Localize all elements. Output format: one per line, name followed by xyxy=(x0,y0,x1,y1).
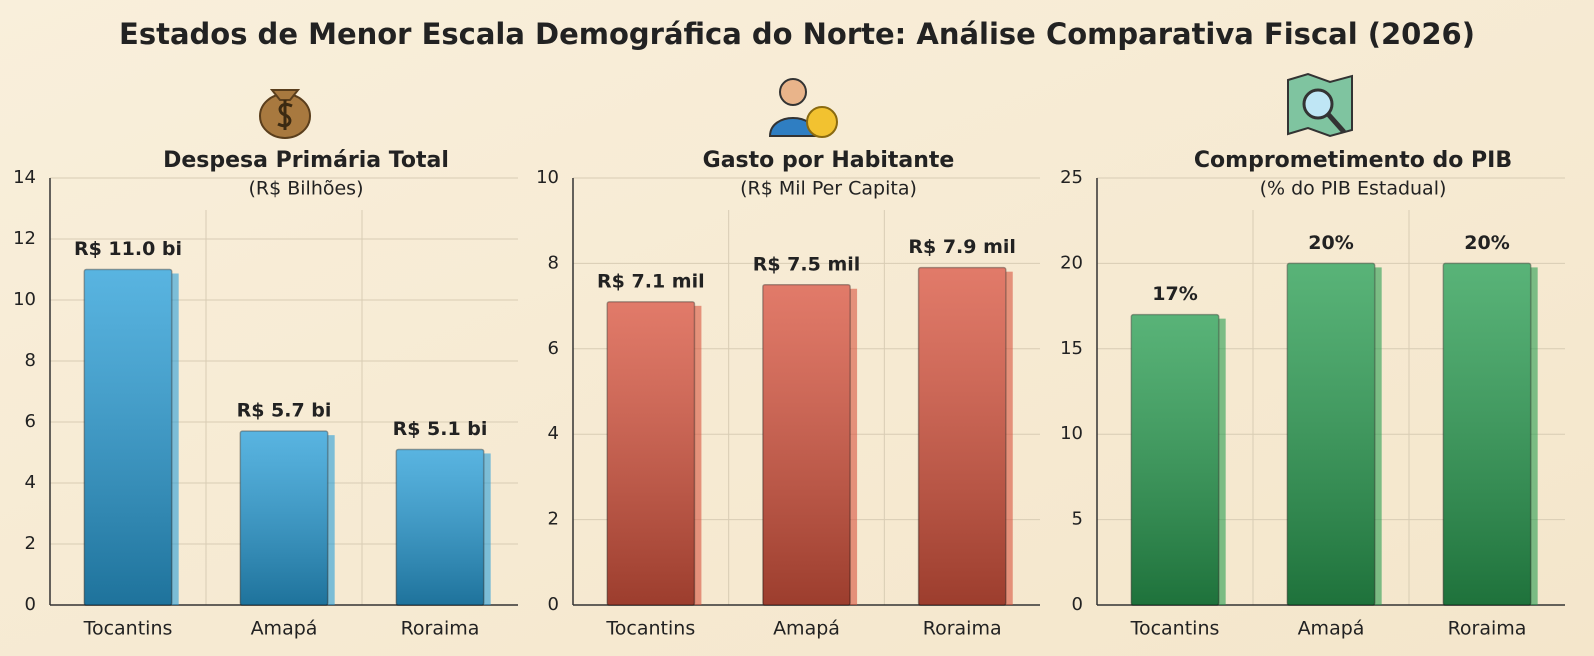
y-tick-label: 2 xyxy=(25,533,36,554)
y-tick-label: 12 xyxy=(13,228,36,249)
y-tick-label: 8 xyxy=(25,350,36,371)
bar-side xyxy=(1530,267,1538,605)
map-icon xyxy=(1287,72,1353,138)
y-tick-label: 4 xyxy=(25,472,36,493)
y-tick-label: 25 xyxy=(1060,167,1083,188)
value-label: 20% xyxy=(1464,232,1509,254)
chart-title: Comprometimento do PIB xyxy=(1194,148,1512,173)
x-tick-label: Tocantins xyxy=(605,618,695,640)
x-tick-label: Roraima xyxy=(923,618,1002,640)
y-tick-label: 5 xyxy=(1072,509,1083,530)
chart-subtitle: (R$ Mil Per Capita) xyxy=(740,178,917,200)
bar-side xyxy=(1374,267,1382,605)
bar-shade xyxy=(1287,263,1375,605)
y-tick-label: 0 xyxy=(25,594,36,615)
bar-shade xyxy=(918,267,1006,605)
value-label: 20% xyxy=(1308,232,1353,254)
bar-side xyxy=(694,305,702,605)
x-tick-label: Amapá xyxy=(251,618,318,640)
chart-title: Despesa Primária Total xyxy=(163,148,449,173)
bar-side xyxy=(171,273,179,605)
chart-subtitle: (% do PIB Estadual) xyxy=(1260,178,1447,200)
value-label: 17% xyxy=(1152,283,1197,305)
chart-subtitle: (R$ Bilhões) xyxy=(248,178,363,200)
y-tick-label: 14 xyxy=(13,167,36,188)
y-tick-label: 10 xyxy=(536,167,559,188)
chart-title: Gasto por Habitante xyxy=(703,148,955,173)
bar-side xyxy=(1218,318,1226,605)
bar-shade xyxy=(84,269,172,605)
x-tick-label: Roraima xyxy=(1448,618,1527,640)
value-label: R$ 7.9 mil xyxy=(908,236,1016,258)
value-label: R$ 7.1 mil xyxy=(597,270,705,292)
y-tick-label: 8 xyxy=(548,252,559,273)
x-tick-label: Amapá xyxy=(773,618,840,640)
money-bag-icon xyxy=(259,89,311,139)
bar-side xyxy=(483,453,491,605)
x-tick-label: Amapá xyxy=(1298,618,1365,640)
value-label: R$ 11.0 bi xyxy=(74,238,182,260)
y-tick-label: 2 xyxy=(548,509,559,530)
y-tick-label: 10 xyxy=(1060,423,1083,444)
value-label: R$ 5.1 bi xyxy=(393,418,488,440)
bar-shade xyxy=(1131,314,1219,605)
y-tick-label: 0 xyxy=(548,594,559,615)
bar-shade xyxy=(1443,263,1531,605)
bar-shade xyxy=(240,431,328,605)
page-title: Estados de Menor Escala Demográfica do N… xyxy=(119,17,1475,51)
x-tick-label: Tocantins xyxy=(1130,618,1220,640)
x-tick-label: Roraima xyxy=(401,618,480,640)
bar-side xyxy=(327,435,335,605)
person-coin-icon xyxy=(768,78,838,138)
value-label: R$ 7.5 mil xyxy=(753,253,861,275)
y-tick-label: 4 xyxy=(548,423,559,444)
y-tick-label: 6 xyxy=(548,338,559,359)
bar-side xyxy=(850,288,858,605)
bar-shade xyxy=(607,301,695,605)
x-tick-label: Tocantins xyxy=(83,618,173,640)
bar-shade xyxy=(396,449,484,605)
y-tick-label: 10 xyxy=(13,289,36,310)
bar-shade xyxy=(762,284,851,605)
bar-side xyxy=(1005,271,1013,605)
y-tick-label: 6 xyxy=(25,411,36,432)
y-tick-label: 20 xyxy=(1060,252,1083,273)
y-tick-label: 15 xyxy=(1060,338,1083,359)
value-label: R$ 5.7 bi xyxy=(237,400,332,422)
y-tick-label: 0 xyxy=(1072,594,1083,615)
